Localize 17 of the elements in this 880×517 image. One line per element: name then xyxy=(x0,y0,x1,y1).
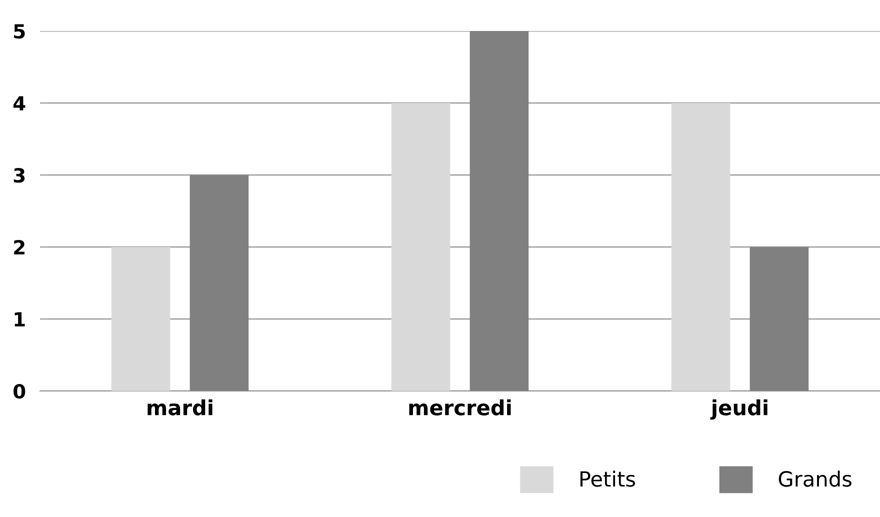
bar xyxy=(111,247,170,391)
y-tick-label: 4 xyxy=(13,96,26,110)
y-tick-label: 5 xyxy=(14,24,25,39)
legend-label: Petits xyxy=(580,470,636,487)
bar xyxy=(750,247,809,391)
x-tick-label: mardi xyxy=(148,399,212,416)
x-tick-label: mercredi xyxy=(409,399,511,416)
y-tick-label: 2 xyxy=(14,240,24,254)
bar xyxy=(190,175,249,391)
bar xyxy=(671,103,730,391)
bar xyxy=(470,31,529,391)
y-tick-label: 3 xyxy=(14,168,25,183)
y-tick-label: 0 xyxy=(14,384,26,399)
y-tick-label: 1 xyxy=(14,312,25,326)
legend-label: Grands xyxy=(778,470,852,487)
x-tick-label: jeudi xyxy=(710,399,768,420)
bar xyxy=(391,103,450,391)
